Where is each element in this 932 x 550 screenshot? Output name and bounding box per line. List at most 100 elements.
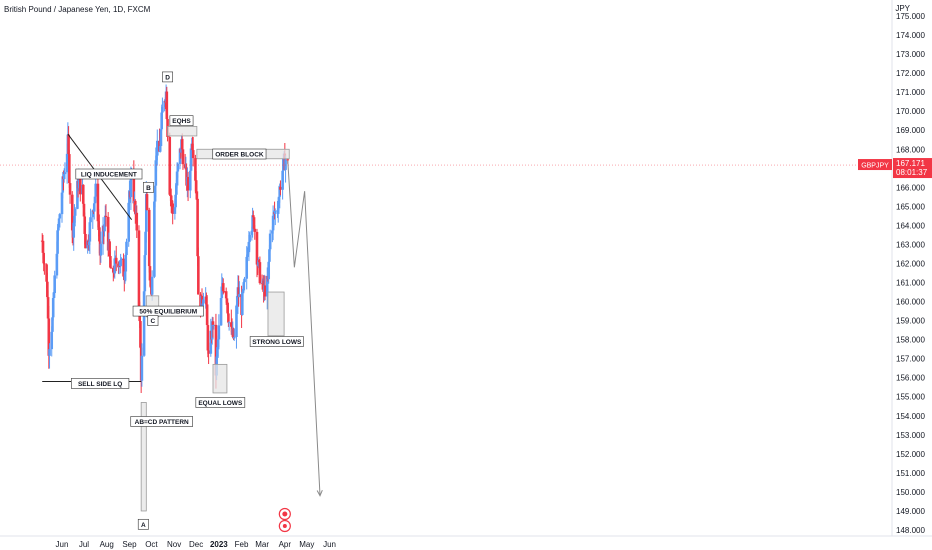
candle bbox=[277, 196, 281, 209]
time-axis: Jun Jul Aug Sep Oct Nov Dec 2023 Feb Mar Apr May Jun bbox=[0, 535, 932, 549]
candle bbox=[221, 283, 225, 292]
candle bbox=[109, 256, 112, 268]
x-tick-label: Dec bbox=[189, 540, 203, 549]
candle bbox=[46, 281, 49, 298]
candle bbox=[60, 192, 64, 215]
candle bbox=[129, 174, 133, 198]
candle bbox=[99, 243, 103, 256]
candle bbox=[155, 155, 158, 161]
annotation-label[interactable]: EQHS bbox=[169, 115, 194, 127]
x-tick-label: Oct bbox=[145, 540, 158, 549]
candle bbox=[241, 290, 245, 293]
candle bbox=[154, 160, 158, 186]
candle bbox=[57, 227, 60, 231]
candle bbox=[194, 180, 198, 192]
zone-box[interactable] bbox=[267, 291, 285, 337]
candle bbox=[159, 129, 163, 147]
candle bbox=[202, 299, 205, 304]
annotation-label[interactable]: A bbox=[137, 518, 149, 530]
candle bbox=[196, 198, 199, 257]
candle bbox=[201, 303, 205, 306]
projection-path[interactable] bbox=[287, 160, 321, 496]
candle bbox=[212, 324, 216, 326]
y-tick-label: 170.000 bbox=[896, 107, 925, 116]
candle bbox=[247, 241, 251, 253]
annotation-label[interactable]: C bbox=[147, 315, 159, 326]
annotation-label[interactable]: 50% EQUILIBRIUM bbox=[132, 305, 204, 317]
candles-layer bbox=[40, 84, 290, 394]
candle bbox=[165, 91, 169, 120]
x-tick-label: Aug bbox=[100, 540, 114, 549]
candle bbox=[127, 202, 131, 242]
candle bbox=[274, 210, 277, 214]
candle bbox=[147, 209, 151, 267]
candle bbox=[132, 172, 136, 204]
y-tick-label: 168.000 bbox=[896, 145, 925, 154]
y-tick-label: 148.000 bbox=[896, 526, 925, 535]
candle bbox=[87, 241, 91, 246]
candle bbox=[200, 295, 204, 306]
candle bbox=[62, 174, 66, 180]
candle bbox=[178, 148, 182, 164]
candle bbox=[97, 221, 100, 228]
candle bbox=[246, 254, 249, 257]
candle bbox=[226, 302, 229, 314]
candle bbox=[119, 259, 122, 267]
x-tick-label: Jun bbox=[56, 540, 69, 549]
y-tick-label: 160.000 bbox=[896, 298, 925, 307]
annotation-label-box bbox=[143, 182, 154, 193]
candle bbox=[122, 258, 125, 277]
candle bbox=[106, 216, 110, 251]
price-axis: 148.000 149.000 150.000 151.000 152.000 153.0… bbox=[891, 0, 925, 536]
candle bbox=[250, 230, 254, 235]
y-tick-label: 172.000 bbox=[896, 69, 925, 78]
price-tag bbox=[893, 158, 932, 179]
annotation-label[interactable]: EQUAL LOWS bbox=[195, 397, 246, 408]
candle bbox=[93, 196, 97, 204]
candle bbox=[77, 180, 81, 189]
annotation-label[interactable]: ORDER BLOCK bbox=[212, 148, 267, 160]
candle bbox=[104, 215, 108, 217]
candle bbox=[46, 297, 50, 319]
candle bbox=[183, 164, 187, 169]
candle bbox=[48, 349, 51, 356]
candle bbox=[197, 256, 200, 295]
candle bbox=[279, 186, 282, 190]
candle bbox=[176, 163, 180, 172]
candle bbox=[268, 249, 271, 262]
candle bbox=[169, 195, 173, 202]
zone-box[interactable] bbox=[140, 402, 147, 512]
annotation-text: D bbox=[165, 74, 170, 81]
x-tick-label: Jun bbox=[323, 540, 336, 549]
candle bbox=[68, 154, 71, 184]
candle bbox=[230, 322, 233, 327]
candle bbox=[58, 214, 62, 219]
annotation-label[interactable]: D bbox=[162, 71, 174, 83]
candle bbox=[169, 194, 172, 196]
annotation-label[interactable]: SELL SIDE LQ bbox=[71, 378, 130, 389]
y-tick-label: 154.000 bbox=[896, 412, 925, 421]
candle bbox=[238, 294, 241, 298]
annotation-label[interactable]: AB=CD PATTERN bbox=[130, 416, 193, 427]
candle bbox=[205, 296, 208, 305]
annotation-label[interactable]: STRONG LOWS bbox=[249, 336, 304, 347]
candle bbox=[68, 183, 72, 195]
annotation-label[interactable]: LIQ INDUCEMENT bbox=[75, 168, 143, 180]
annotation-label-box bbox=[75, 168, 143, 180]
zone-box[interactable] bbox=[212, 363, 228, 394]
candle bbox=[120, 258, 123, 260]
candle bbox=[188, 170, 192, 191]
candle bbox=[143, 255, 147, 292]
candle bbox=[175, 185, 178, 195]
zone-box[interactable] bbox=[167, 126, 198, 137]
annotation-text: LIQ INDUCEMENT bbox=[81, 172, 137, 179]
candle bbox=[52, 293, 56, 299]
candle bbox=[219, 298, 223, 326]
candle bbox=[135, 212, 139, 231]
candle bbox=[145, 194, 149, 210]
x-tick-label: 2023 bbox=[210, 540, 228, 549]
annotation-label[interactable]: B bbox=[143, 182, 154, 193]
candle bbox=[160, 112, 163, 130]
candle bbox=[185, 167, 188, 186]
